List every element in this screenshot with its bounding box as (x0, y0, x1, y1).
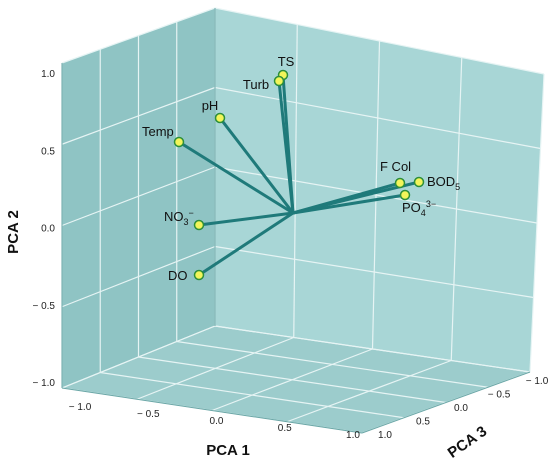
z-tick-label: − 1.0 (526, 376, 549, 387)
loading-vector (197, 211, 295, 277)
z-axis-title: PCA 3 (445, 423, 490, 462)
loading-point (214, 112, 226, 124)
x-tick-label: 0.0 (210, 416, 224, 427)
pane-group (62, 8, 544, 433)
loading-point (394, 177, 406, 189)
y-tick-label: 0.5 (41, 146, 55, 157)
z-tick-label: 0.5 (416, 417, 430, 428)
x-tick-label: − 1.0 (69, 402, 92, 413)
variable-label-superscript: − (189, 208, 194, 218)
loading-vector (277, 79, 295, 215)
grid-line (529, 73, 545, 373)
z-tick-label: 1.0 (378, 430, 392, 441)
y-tick-label: − 0.5 (32, 301, 55, 312)
grid-line (211, 348, 373, 412)
loading-point (399, 189, 411, 201)
variable-label-superscript: 3− (426, 199, 436, 209)
x-tick-label: − 0.5 (137, 409, 160, 420)
variable-label-text: pH (202, 98, 219, 113)
variable-label: PO43− (402, 199, 436, 218)
y-tick-label: 1.0 (41, 69, 55, 80)
variable-label: NO3− (164, 208, 194, 227)
grid-line (450, 57, 463, 361)
grid-line (371, 40, 381, 350)
variable-label-subscript: 5 (455, 182, 460, 192)
variable-label-subscript: 3 (184, 217, 189, 227)
x-tick-label: 1.0 (346, 430, 360, 441)
floor-pane (62, 326, 530, 433)
grid-line (61, 245, 216, 308)
loading-point (173, 136, 185, 148)
variable-label: Turb (243, 77, 269, 92)
loading-vector (197, 211, 295, 227)
loading-point (273, 75, 285, 87)
grid-line (176, 340, 489, 388)
variable-label-text: NO (164, 209, 184, 224)
variable-label: DO (168, 268, 188, 283)
y-tick-label: − 1.0 (32, 378, 55, 389)
variable-label-text: F Col (380, 159, 411, 174)
tick-label-group: 1.0 0.5 0.0 − 0.5 − 1.0 − 1.0 − 0.5 0.0 0.5 1.0 1.… (32, 69, 548, 441)
variable-label-text: BOD (427, 174, 455, 189)
loading-vector (218, 116, 295, 215)
grid-line (286, 359, 452, 423)
variable-label-subscript: 4 (421, 208, 426, 218)
grid-line (214, 245, 534, 299)
variable-label-text: Turb (243, 77, 269, 92)
variable-label: F Col (380, 159, 411, 174)
pane-edge (361, 371, 531, 434)
y-tick-label: 0.0 (41, 224, 55, 235)
variable-label: TS (278, 54, 295, 69)
variable-label-text: PO (402, 200, 421, 215)
variable-label: Temp (142, 124, 174, 139)
grid-group (61, 7, 545, 434)
variable-label-text: DO (168, 268, 188, 283)
loading-vector (291, 193, 407, 215)
variable-label-text: TS (278, 54, 295, 69)
loading-point (413, 176, 425, 188)
variable-label: pH (202, 98, 219, 113)
pane-edge (61, 387, 363, 434)
variable-label-text: Temp (142, 124, 174, 139)
grid-line (61, 325, 216, 389)
loading-vector (177, 140, 295, 215)
x-tick-label: 0.5 (278, 423, 292, 434)
variable-label: BOD5 (427, 174, 460, 192)
z-tick-label: 0.0 (454, 403, 468, 414)
point-group (173, 69, 425, 281)
loading-point (193, 219, 205, 231)
y-axis-title: PCA 2 (5, 210, 22, 254)
grid-line (214, 325, 531, 373)
z-tick-label: − 0.5 (488, 390, 511, 401)
x-axis-title: PCA 1 (206, 442, 250, 459)
vector-group (177, 73, 421, 277)
loading-point (193, 269, 205, 281)
